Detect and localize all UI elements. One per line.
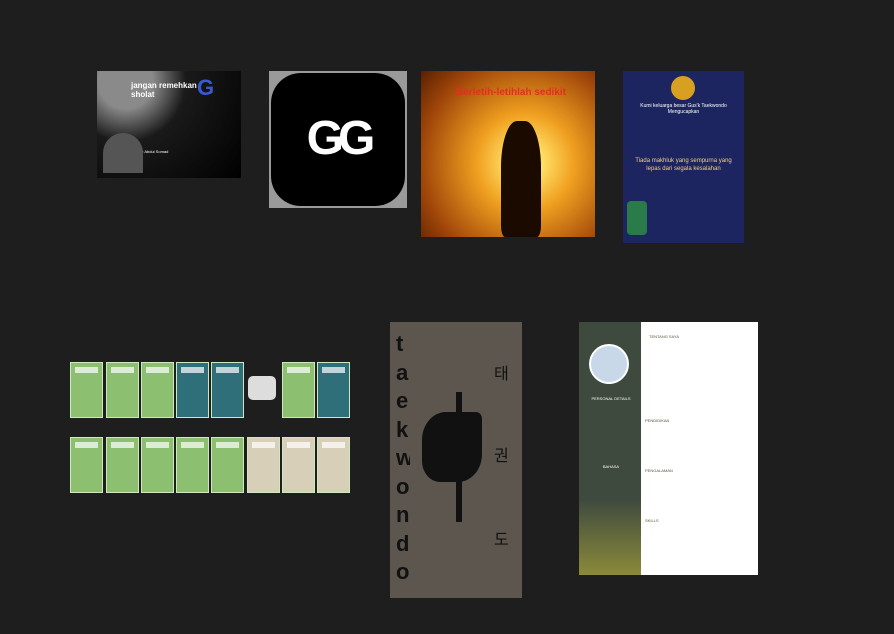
section: BAHASA — [602, 464, 620, 469]
kicker — [422, 412, 482, 482]
screen-header — [322, 442, 345, 448]
avatar — [589, 344, 629, 384]
figure — [103, 133, 143, 173]
screen-header — [75, 442, 98, 448]
screen-thumb — [211, 362, 244, 418]
title: Berletih-letihlah sedikit — [455, 87, 567, 98]
screen-header — [146, 442, 169, 448]
logo-text: GG — [306, 112, 376, 165]
section: PERSONAL DETAILS — [591, 396, 631, 401]
drum — [627, 201, 647, 235]
frame-sunset[interactable]: Berletih-letihlah sedikit — [421, 71, 595, 237]
frame-app-screens[interactable] — [70, 362, 352, 494]
frame-taekwondo[interactable]: taekwondo 태 권 도 — [390, 322, 522, 598]
silhouette — [501, 121, 541, 237]
screen-header — [75, 367, 98, 373]
logo-g: G — [197, 77, 215, 99]
logo-tile: GG — [271, 73, 405, 206]
screen-thumb — [176, 362, 209, 418]
screen-thumb — [141, 437, 174, 493]
screen-thumb — [106, 362, 139, 418]
screen-thumb — [70, 437, 103, 493]
screen-thumb — [317, 437, 350, 493]
frame-logo[interactable]: GG — [269, 71, 407, 208]
caption: Ustadz Abdul Somad — [131, 149, 169, 154]
screen-header — [287, 442, 310, 448]
screen-header — [111, 367, 134, 373]
hangul-2: 권 — [494, 448, 509, 465]
screen-header — [252, 442, 275, 448]
button-mock — [248, 376, 276, 400]
section: SKILLS — [645, 518, 659, 523]
screen-thumb — [282, 362, 315, 418]
sidebar: PERSONAL DETAILS BAHASA — [579, 322, 641, 575]
screen-header — [216, 367, 239, 373]
frame-greeting[interactable]: Kumi keluarga besar Gus'k Taekwondo Meng… — [623, 71, 744, 243]
screen-header — [181, 367, 204, 373]
title: jangan remehkan sholat — [131, 81, 197, 99]
screen-thumb — [70, 362, 103, 418]
screen-thumb — [282, 437, 315, 493]
section: PENGALAMAN — [645, 468, 673, 473]
frame-sholat[interactable]: jangan remehkan sholat G Ustadz Abdul So… — [97, 71, 241, 178]
screen-thumb — [247, 437, 280, 493]
emblem — [671, 76, 695, 100]
vertical-title: taekwondo — [396, 331, 410, 584]
caption: Tiada makhluk yang sempurna yang lepas d… — [635, 158, 732, 172]
leg — [456, 392, 462, 522]
screen-thumb — [317, 362, 350, 418]
screen-header — [322, 367, 345, 373]
hangul-1: 태 — [494, 366, 509, 383]
screen-thumb — [141, 362, 174, 418]
screen-thumb — [176, 437, 209, 493]
screen-header — [181, 442, 204, 448]
screen-header — [287, 367, 310, 373]
title: Kumi keluarga besar Gus'k Taekwondo Meng… — [640, 103, 727, 115]
screen-header — [111, 442, 134, 448]
screen-thumb — [106, 437, 139, 493]
section: PENDIDIKAN — [645, 418, 670, 423]
section: TENTANG SAYA — [649, 334, 680, 339]
screen-thumb — [211, 437, 244, 493]
frame-cv[interactable]: PERSONAL DETAILS BAHASA TENTANG SAYA PEN… — [579, 322, 758, 575]
screen-header — [216, 442, 239, 448]
hangul-3: 도 — [494, 532, 509, 549]
screen-header — [146, 367, 169, 373]
